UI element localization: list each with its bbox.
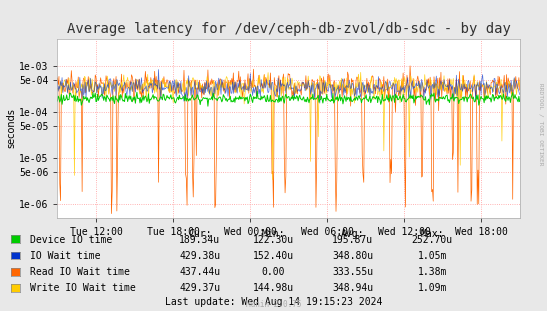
Text: 429.37u: 429.37u: [179, 283, 220, 293]
Text: 1.05m: 1.05m: [417, 251, 447, 261]
Text: 189.34u: 189.34u: [179, 235, 220, 245]
Text: IO Wait time: IO Wait time: [30, 251, 101, 261]
Text: Avg:: Avg:: [341, 229, 364, 239]
Text: Min:: Min:: [262, 229, 285, 239]
Text: 348.80u: 348.80u: [332, 251, 374, 261]
Text: 348.94u: 348.94u: [332, 283, 374, 293]
Text: 1.09m: 1.09m: [417, 283, 447, 293]
Text: Last update: Wed Aug 14 19:15:23 2024: Last update: Wed Aug 14 19:15:23 2024: [165, 297, 382, 307]
Text: 0.00: 0.00: [262, 267, 285, 277]
Text: Write IO Wait time: Write IO Wait time: [30, 283, 136, 293]
Title: Average latency for /dev/ceph-db-zvol/db-sdc - by day: Average latency for /dev/ceph-db-zvol/db…: [67, 22, 510, 36]
Text: Munin 2.0.75: Munin 2.0.75: [246, 300, 301, 309]
Text: Read IO Wait time: Read IO Wait time: [30, 267, 130, 277]
Text: 152.40u: 152.40u: [253, 251, 294, 261]
Text: Device IO time: Device IO time: [30, 235, 112, 245]
Text: 1.38m: 1.38m: [417, 267, 447, 277]
Text: 429.38u: 429.38u: [179, 251, 220, 261]
Text: 437.44u: 437.44u: [179, 267, 220, 277]
Text: 122.30u: 122.30u: [253, 235, 294, 245]
Text: RRDTOOL / TOBI OETIKER: RRDTOOL / TOBI OETIKER: [538, 83, 543, 166]
Y-axis label: seconds: seconds: [6, 108, 16, 148]
Text: 333.55u: 333.55u: [332, 267, 374, 277]
Text: Cur:: Cur:: [188, 229, 211, 239]
Text: Max:: Max:: [421, 229, 444, 239]
Text: 195.87u: 195.87u: [332, 235, 374, 245]
Text: 144.98u: 144.98u: [253, 283, 294, 293]
Text: 252.70u: 252.70u: [411, 235, 453, 245]
